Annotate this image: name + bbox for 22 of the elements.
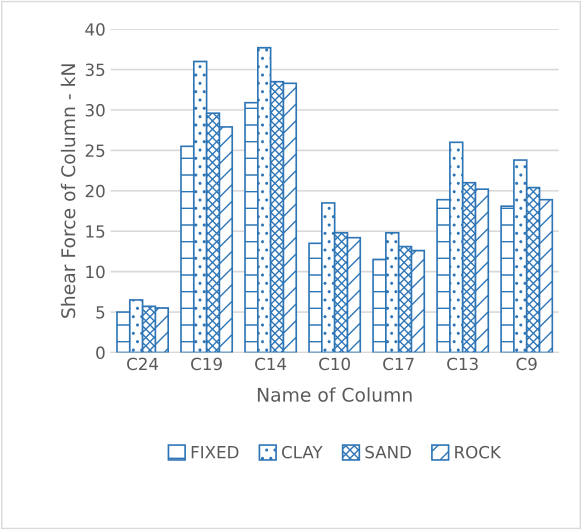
y-tick-label: 0 bbox=[96, 346, 105, 360]
x-tick-label: C17 bbox=[383, 358, 414, 370]
x-axis-title: Name of Column bbox=[258, 387, 412, 402]
x-tick-label: C24 bbox=[127, 358, 158, 370]
x-tick-label: C10 bbox=[319, 358, 350, 370]
legend-label: ROCK bbox=[455, 446, 502, 458]
y-tick-label: 35 bbox=[86, 64, 104, 76]
y-tick-label: 20 bbox=[86, 184, 105, 198]
y-tick-label: 15 bbox=[86, 225, 104, 238]
legend-label: FIXED bbox=[192, 446, 238, 458]
y-tick-label: 5 bbox=[96, 306, 104, 319]
x-tick-label: C19 bbox=[191, 358, 222, 370]
legend-label: SAND bbox=[365, 446, 411, 458]
x-tick-label: C9 bbox=[516, 358, 537, 370]
y-tick-label: 30 bbox=[86, 104, 105, 117]
legend-label: CLAY bbox=[282, 446, 323, 458]
x-tick-label: C13 bbox=[447, 358, 478, 370]
y-axis-title: Shear Force of Column - kN bbox=[60, 64, 76, 318]
y-tick-label: 25 bbox=[86, 144, 104, 157]
y-tick-label: 10 bbox=[86, 266, 105, 278]
x-tick-label: C14 bbox=[255, 358, 286, 370]
y-tick-label: 40 bbox=[85, 23, 105, 36]
